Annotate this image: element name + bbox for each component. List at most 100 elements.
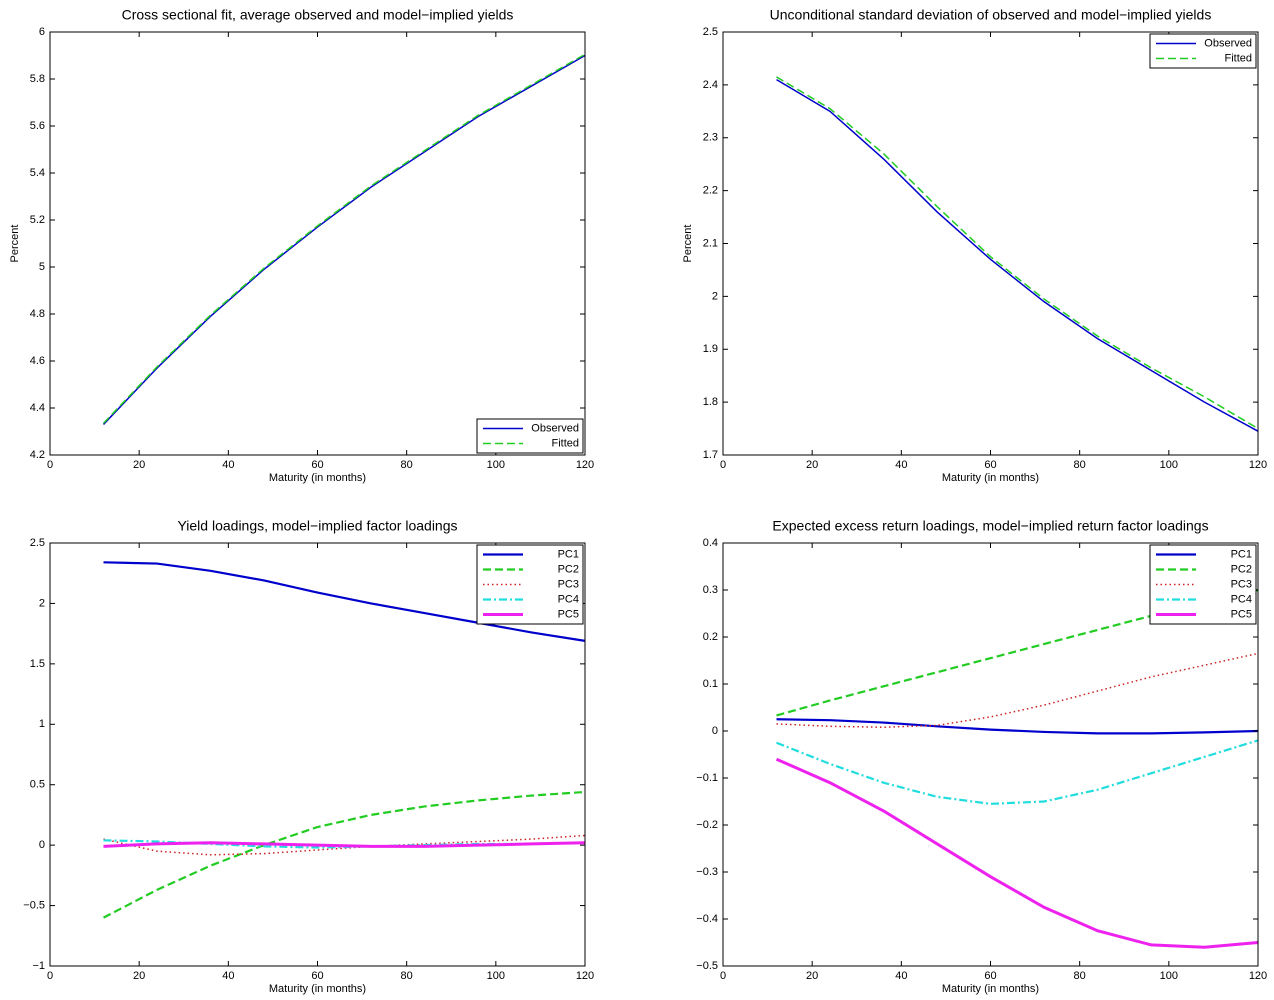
y-axis-label: Percent — [9, 225, 21, 263]
legend-label: Fitted — [551, 437, 579, 449]
x-tick-label: 0 — [47, 970, 53, 982]
y-tick-label: −1 — [32, 960, 45, 972]
y-tick-label: 2.3 — [703, 132, 718, 144]
x-tick-label: 100 — [487, 459, 505, 471]
y-tick-label: 2 — [712, 290, 718, 302]
data-line — [102, 54, 586, 425]
x-tick-label: 80 — [401, 970, 413, 982]
legend-box — [1149, 33, 1257, 69]
legend-label: PC3 — [1231, 578, 1252, 590]
y-tick-label: 5.2 — [30, 214, 45, 226]
y-tick-label: 0 — [39, 839, 45, 851]
legend-label: PC2 — [1231, 563, 1252, 575]
data-line — [102, 790, 586, 919]
y-tick-label: −0.5 — [696, 960, 718, 972]
x-tick-label: 120 — [1249, 459, 1267, 471]
legend-box — [1149, 544, 1257, 625]
y-tick-label: 4.8 — [30, 308, 45, 320]
y-tick-label: 4.4 — [30, 402, 45, 414]
legend-label: Fitted — [1224, 52, 1252, 64]
y-tick-label: −0.3 — [696, 866, 718, 878]
y-tick-label: 1.5 — [30, 658, 45, 670]
y-tick-label: 2.1 — [703, 237, 718, 249]
data-line — [775, 757, 1259, 949]
data-line — [102, 53, 586, 424]
legend-box — [476, 544, 584, 625]
legend-label: PC5 — [558, 608, 579, 620]
x-tick-label: 120 — [576, 459, 594, 471]
x-axis-label: Maturity (in months) — [942, 983, 1039, 995]
legend-label: PC4 — [1231, 593, 1252, 605]
x-tick-label: 80 — [1074, 970, 1086, 982]
y-tick-label: 2.2 — [703, 185, 718, 197]
y-tick-label: 5 — [39, 261, 45, 273]
x-tick-label: 20 — [133, 459, 145, 471]
x-tick-label: 40 — [222, 970, 234, 982]
y-tick-label: −0.2 — [696, 819, 718, 831]
y-tick-label: 1 — [39, 718, 45, 730]
x-tick-label: 20 — [806, 459, 818, 471]
x-tick-label: 120 — [576, 970, 594, 982]
y-tick-label: 5.4 — [30, 167, 45, 179]
legend-label: PC1 — [1231, 548, 1252, 560]
x-tick-label: 120 — [1249, 970, 1267, 982]
legend-label: Observed — [1204, 37, 1252, 49]
x-tick-label: 0 — [720, 970, 726, 982]
data-line — [776, 76, 1259, 430]
x-tick-label: 20 — [806, 970, 818, 982]
x-tick-label: 40 — [895, 459, 907, 471]
x-tick-label: 20 — [133, 970, 145, 982]
y-tick-label: 0 — [712, 725, 718, 737]
x-tick-label: 60 — [984, 459, 996, 471]
legend-label: PC3 — [558, 578, 579, 590]
x-tick-label: 60 — [984, 970, 996, 982]
x-tick-label: 40 — [222, 459, 234, 471]
chart-title: Unconditional standard deviation of obse… — [770, 7, 1212, 23]
x-axis-label: Maturity (in months) — [269, 472, 366, 484]
y-tick-label: 2.5 — [703, 26, 718, 38]
chart-title: Cross sectional fit, average observed an… — [122, 7, 514, 23]
x-tick-label: 0 — [47, 459, 53, 471]
chart-title: Yield loadings, model−implied factor loa… — [177, 518, 457, 534]
x-axis-label: Maturity (in months) — [942, 472, 1039, 484]
x-tick-label: 60 — [311, 970, 323, 982]
y-tick-label: −0.5 — [23, 899, 45, 911]
y-axis-label: Percent — [682, 225, 694, 263]
legend-label: PC2 — [558, 563, 579, 575]
y-tick-label: 1.8 — [703, 396, 718, 408]
plot-area — [50, 32, 585, 455]
x-axis-label: Maturity (in months) — [269, 983, 366, 995]
x-tick-label: 60 — [311, 459, 323, 471]
legend-label: PC4 — [558, 593, 579, 605]
data-line — [103, 841, 586, 848]
data-line — [776, 718, 1259, 735]
y-tick-label: 0.4 — [703, 537, 718, 549]
chart-title: Expected excess return loadings, model−i… — [772, 518, 1208, 534]
y-tick-label: 2 — [39, 597, 45, 609]
x-tick-label: 80 — [1074, 459, 1086, 471]
y-tick-label: 0.1 — [703, 678, 718, 690]
y-tick-label: 5.8 — [30, 73, 45, 85]
legend-label: PC1 — [558, 548, 579, 560]
x-tick-label: 100 — [1160, 970, 1178, 982]
data-line — [776, 78, 1259, 432]
x-tick-label: 40 — [895, 970, 907, 982]
y-tick-label: 1.7 — [703, 449, 718, 461]
data-line — [776, 739, 1259, 805]
y-tick-label: −0.1 — [696, 772, 718, 784]
plot-area — [723, 32, 1258, 455]
y-tick-label: 0.2 — [703, 631, 718, 643]
y-tick-label: 4.2 — [30, 449, 45, 461]
x-tick-label: 80 — [401, 459, 413, 471]
y-tick-label: −0.4 — [696, 913, 718, 925]
y-tick-label: 0.5 — [30, 779, 45, 791]
y-tick-label: 1.9 — [703, 343, 718, 355]
legend-label: PC5 — [1231, 608, 1252, 620]
data-line — [103, 561, 586, 642]
x-tick-label: 100 — [487, 970, 505, 982]
x-tick-label: 0 — [720, 459, 726, 471]
y-tick-label: 2.5 — [30, 537, 45, 549]
x-tick-label: 100 — [1160, 459, 1178, 471]
y-tick-label: 4.6 — [30, 355, 45, 367]
